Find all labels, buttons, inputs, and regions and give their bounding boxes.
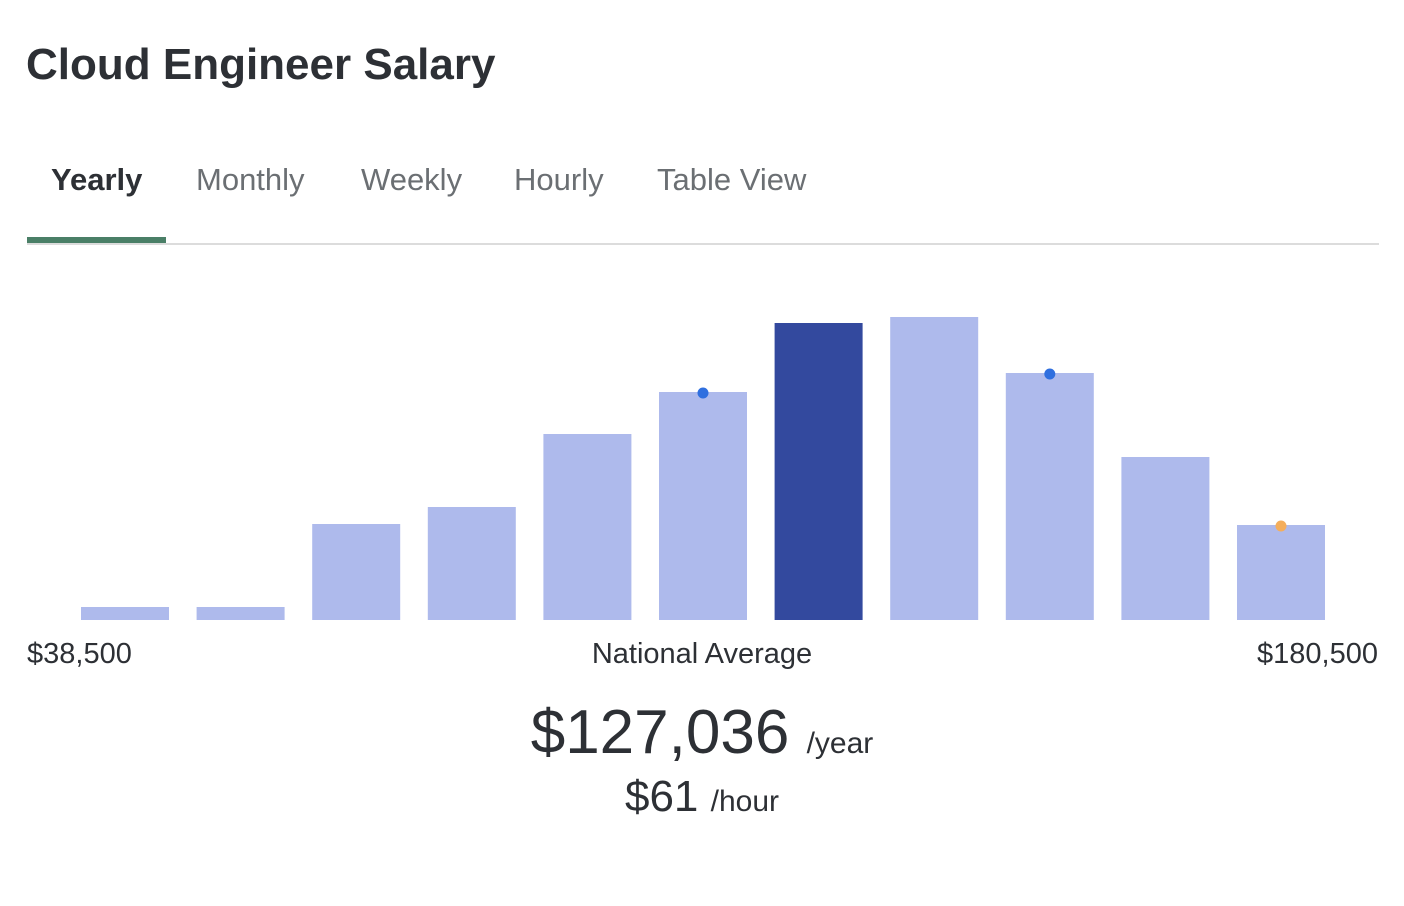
hourly-unit: /hour xyxy=(710,785,780,818)
center-label-text: National Average xyxy=(591,638,813,670)
tab[interactable]: Yearly xyxy=(27,160,167,243)
tab[interactable]: Weekly xyxy=(361,162,463,197)
marker-dot xyxy=(697,387,709,399)
yearly-salary: $127,036 /year xyxy=(0,697,1404,768)
bar xyxy=(543,434,632,620)
bar xyxy=(890,317,979,620)
hourly-salary: $61 /hour xyxy=(0,772,1404,822)
bar xyxy=(196,607,285,620)
bar xyxy=(427,507,516,620)
page-title: Cloud Engineer Salary xyxy=(26,40,496,89)
bar xyxy=(1121,457,1210,620)
tab[interactable]: Monthly xyxy=(196,162,305,197)
bar xyxy=(81,607,169,620)
yearly-value: $127,036 xyxy=(530,698,790,767)
marker-dot xyxy=(1044,368,1056,380)
min-label: $38,500 xyxy=(27,638,132,670)
center-label: National Average xyxy=(0,638,1404,671)
bar xyxy=(312,524,401,620)
tab[interactable]: Table View xyxy=(657,162,807,197)
bar xyxy=(659,392,747,620)
bar xyxy=(1005,373,1094,620)
marker-dot xyxy=(1275,520,1287,532)
bar xyxy=(1237,525,1325,620)
tab[interactable]: Hourly xyxy=(514,162,604,197)
max-label: $180,500 xyxy=(1257,638,1378,670)
hourly-value: $61 xyxy=(624,772,699,821)
yearly-unit: /year xyxy=(806,727,874,760)
histogram xyxy=(81,317,1325,620)
tab-bar: Yearly Monthly Weekly Hourly Table View xyxy=(27,160,1379,245)
bar xyxy=(774,323,863,620)
